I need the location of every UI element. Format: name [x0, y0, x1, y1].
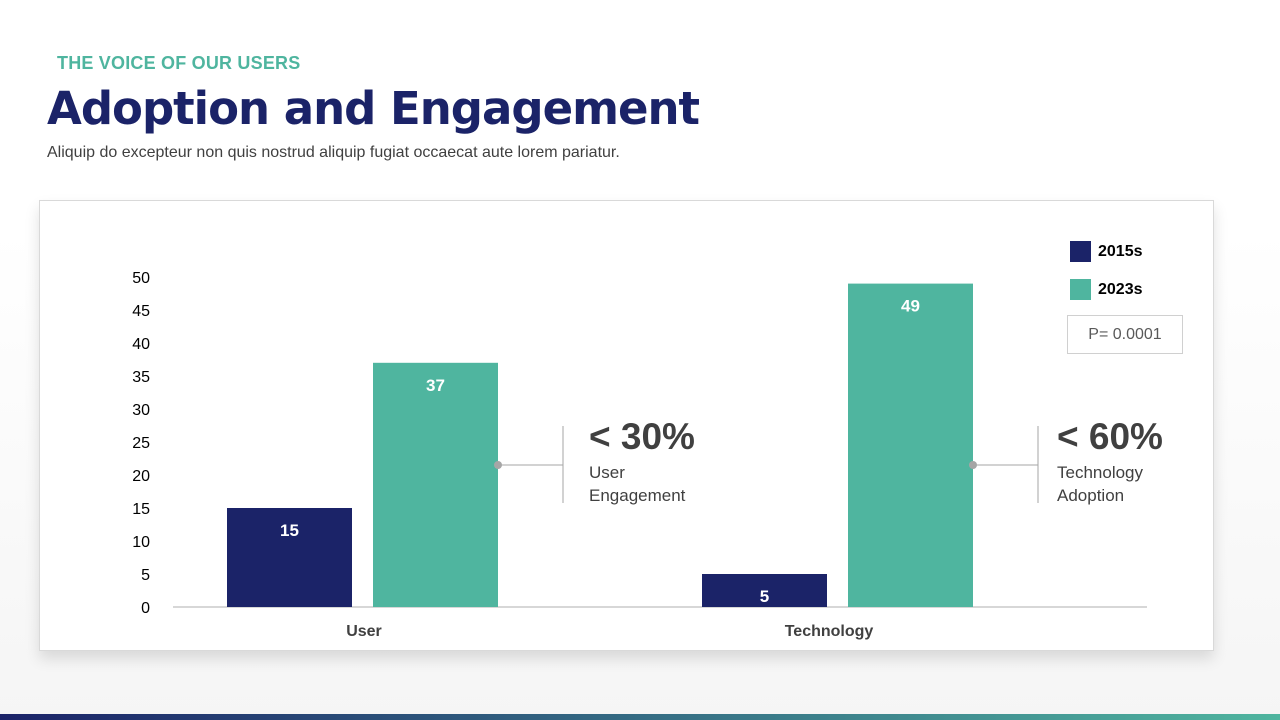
legend-label: 2023s — [1098, 280, 1143, 298]
callout-user: < 30% User Engagement — [589, 417, 695, 507]
legend-swatch-2023 — [1070, 279, 1091, 300]
legend-item-2015: 2015s — [1070, 241, 1143, 262]
callout-label-line: User — [589, 463, 625, 482]
bar-chart: 0 5 10 15 20 25 30 35 40 45 50 User 15 37 Technology 5 4… — [132, 270, 1147, 640]
y-tick-label: 50 — [132, 270, 150, 287]
bar-value-label: 37 — [426, 376, 445, 395]
y-tick-label: 10 — [132, 534, 150, 551]
chart-card: 0 5 10 15 20 25 30 35 40 45 50 User 15 37 Technology 5 4… — [39, 200, 1214, 651]
bar-2015s-User — [227, 508, 352, 607]
page-subtitle: Aliquip do excepteur non quis nostrud al… — [47, 144, 620, 161]
bar-2015s-Technology — [702, 574, 827, 607]
bar-value-label: 49 — [901, 297, 920, 316]
legend-item-2023: 2023s — [1070, 279, 1143, 300]
y-tick-label: 45 — [132, 303, 150, 320]
callout-dot — [969, 461, 977, 469]
y-tick-label: 0 — [141, 600, 150, 617]
y-tick-label: 5 — [141, 567, 150, 584]
legend-label: 2015s — [1098, 242, 1143, 260]
page-title: Adoption and Engagement — [47, 82, 700, 135]
bar-2023s-Technology — [848, 283, 973, 607]
y-tick-label: 35 — [132, 369, 150, 386]
bar-2023s-User — [373, 362, 498, 607]
callout-label-line: Technology — [1057, 463, 1144, 482]
bar-value-label: 5 — [760, 587, 769, 606]
callout-dot — [494, 461, 502, 469]
callout-technology: < 60% Technology Adoption — [1057, 417, 1163, 507]
y-tick-label: 40 — [132, 336, 150, 353]
y-tick-label: 25 — [132, 435, 150, 452]
callout-label: Technology Adoption — [1057, 461, 1163, 507]
bar-value-label: 15 — [280, 521, 299, 540]
y-tick-label: 20 — [132, 468, 150, 485]
bottom-accent-bar — [0, 714, 1280, 720]
p-value-box: P= 0.0001 — [1067, 315, 1183, 354]
callout-label-line: Adoption — [1057, 486, 1125, 505]
legend-swatch-2015 — [1070, 241, 1091, 262]
callout-label-line: Engagement — [589, 486, 686, 505]
y-tick-label: 30 — [132, 402, 150, 419]
eyebrow-heading: THE VOICE OF OUR USERS — [57, 53, 301, 73]
callout-value: < 60% — [1057, 416, 1163, 457]
x-category-label: Technology — [785, 623, 874, 640]
callout-label: User Engagement — [589, 461, 695, 507]
x-category-label: User — [346, 623, 382, 640]
y-tick-label: 15 — [132, 501, 150, 518]
callout-value: < 30% — [589, 416, 695, 457]
